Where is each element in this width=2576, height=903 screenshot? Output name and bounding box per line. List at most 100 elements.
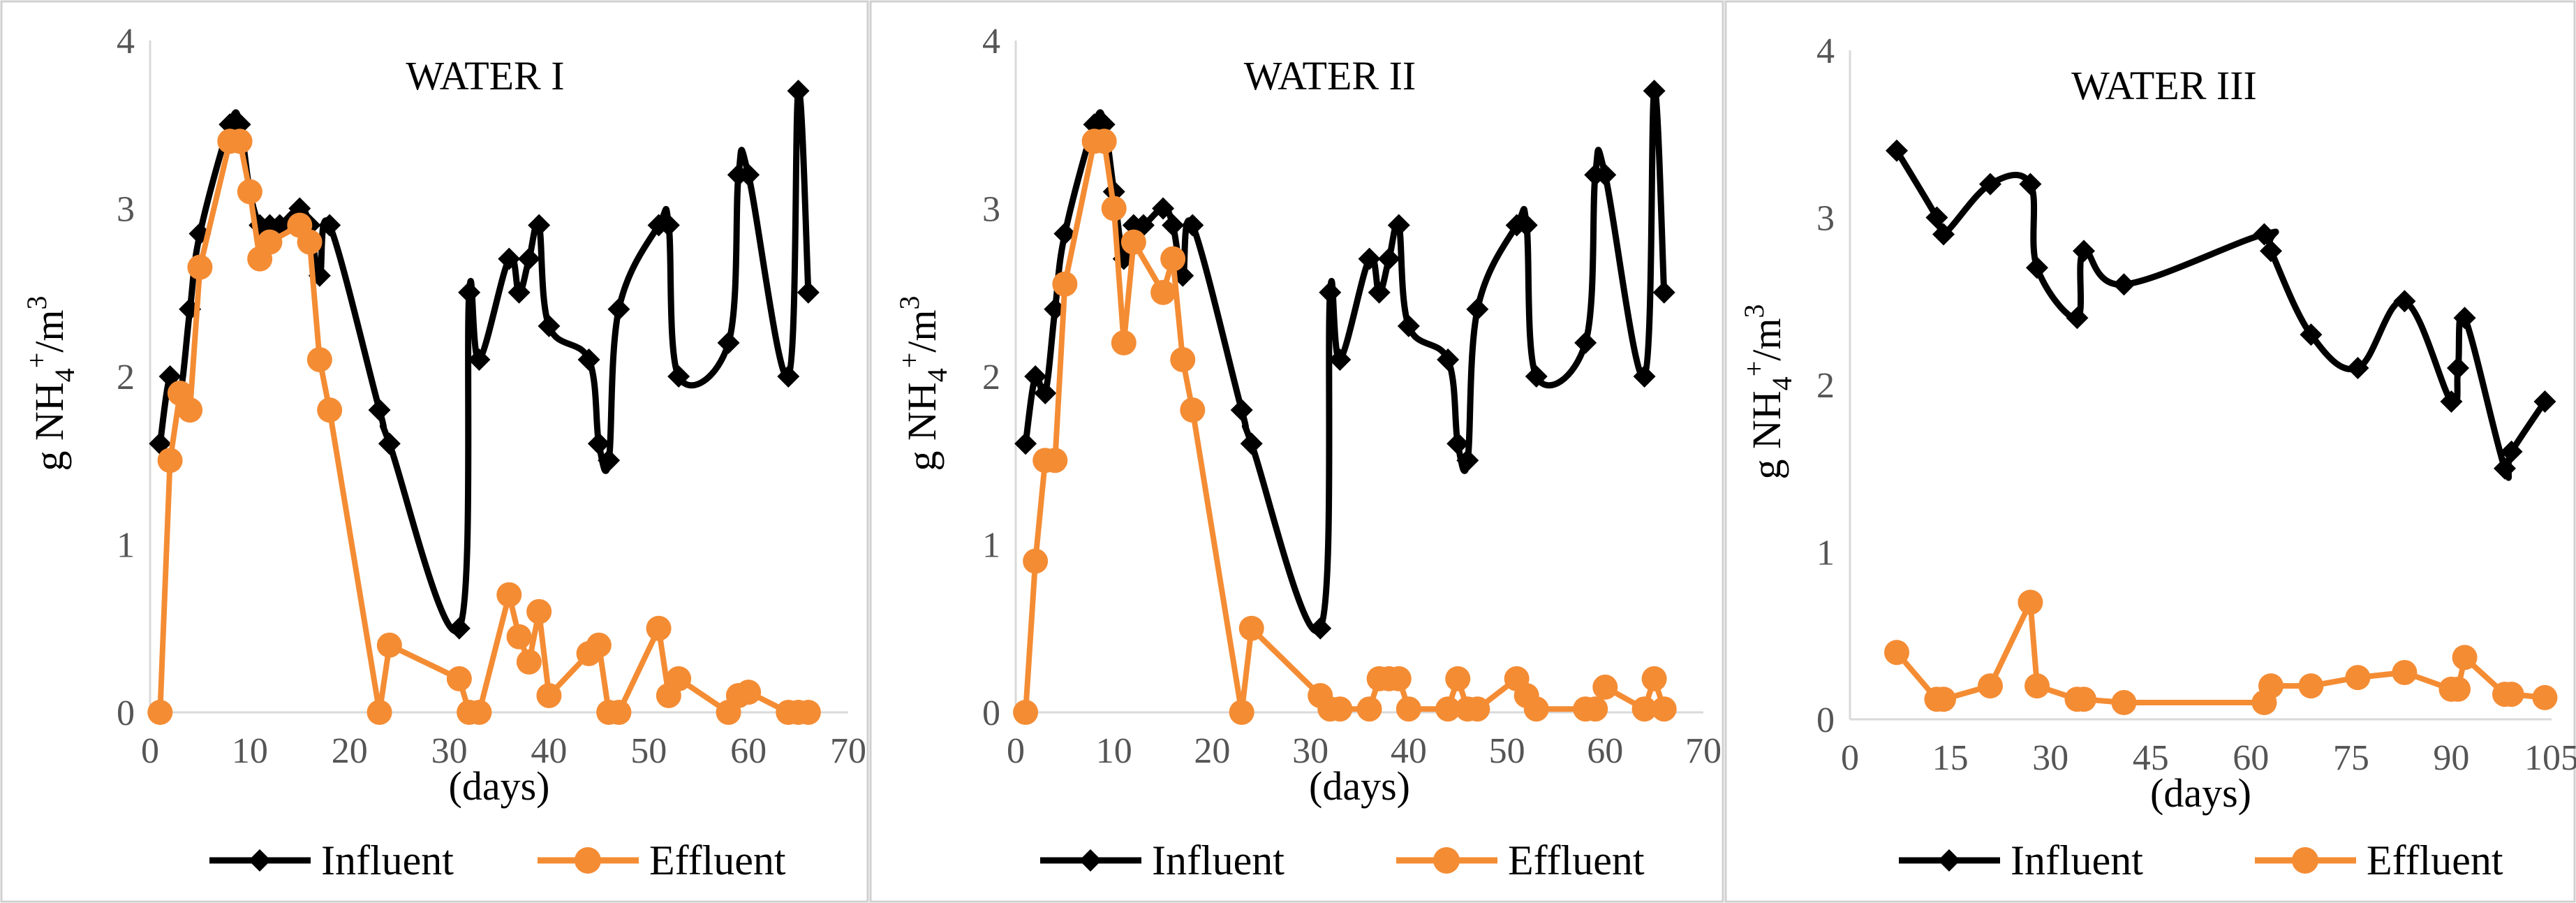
data-point xyxy=(468,348,491,371)
data-point xyxy=(1101,196,1127,221)
x-tick-label: 30 xyxy=(1292,731,1328,771)
data-point xyxy=(1592,674,1618,700)
data-point xyxy=(1053,222,1076,245)
data-point xyxy=(2345,665,2371,691)
y-tick-label: 0 xyxy=(1816,700,1835,740)
data-point xyxy=(1631,696,1657,722)
data-point xyxy=(737,163,760,186)
data-point xyxy=(2440,390,2463,413)
data-point xyxy=(1445,666,1471,691)
data-point xyxy=(1111,330,1137,355)
y-axis-label: g NH4+/m3 xyxy=(1738,304,1798,479)
data-point xyxy=(2346,357,2369,380)
data-point xyxy=(516,649,542,675)
x-tick-label: 0 xyxy=(1841,738,1859,778)
y-tick-label: 2 xyxy=(117,358,135,397)
x-axis-label: (days) xyxy=(449,763,550,809)
data-point xyxy=(1651,696,1677,722)
data-point xyxy=(1150,279,1176,305)
data-point xyxy=(667,365,690,388)
legend-marker xyxy=(575,847,601,874)
data-point xyxy=(1034,382,1057,405)
y-tick-label: 2 xyxy=(1816,366,1835,406)
data-point xyxy=(1446,432,1470,455)
data-point xyxy=(257,229,283,255)
x-tick-label: 70 xyxy=(1685,731,1722,771)
y-tick-label: 1 xyxy=(117,526,135,566)
data-point xyxy=(506,624,532,649)
series-effluent xyxy=(1013,129,1677,725)
x-tick-label: 50 xyxy=(1489,731,1525,771)
data-point xyxy=(2447,357,2469,380)
data-point xyxy=(508,281,531,304)
data-point xyxy=(1583,696,1608,722)
data-point xyxy=(458,281,481,304)
data-point xyxy=(368,399,391,422)
series-influent xyxy=(1886,139,2556,481)
legend-marker xyxy=(249,849,271,872)
data-point xyxy=(2112,273,2135,296)
data-point xyxy=(2260,240,2282,263)
data-point xyxy=(2392,659,2418,685)
data-point xyxy=(777,365,800,388)
x-tick-label: 60 xyxy=(730,731,767,771)
data-point xyxy=(157,448,183,473)
data-point xyxy=(1091,129,1117,154)
data-point xyxy=(1309,617,1332,640)
data-point xyxy=(528,214,551,237)
y-tick-label: 4 xyxy=(1816,31,1835,71)
data-point xyxy=(187,254,213,280)
data-point xyxy=(517,247,540,270)
data-point xyxy=(466,700,492,725)
data-point xyxy=(1042,448,1068,473)
x-tick-label: 75 xyxy=(2333,738,2369,778)
data-point xyxy=(306,346,332,372)
data-point xyxy=(2453,307,2476,330)
data-point xyxy=(2024,673,2050,699)
legend-label: Influent xyxy=(2011,837,2143,883)
y-tick-label: 1 xyxy=(1816,534,1835,573)
data-point xyxy=(1180,397,1206,423)
x-tick-label: 70 xyxy=(830,731,866,771)
x-axis-label: (days) xyxy=(2150,770,2251,816)
legend-label: Influent xyxy=(1152,837,1285,883)
chart-panel-3: 0 1 2 3 4 0 15 30 45 60 75 90 105 WATER III (days) g NH… xyxy=(1724,0,2576,903)
data-point xyxy=(367,700,392,725)
data-point xyxy=(1397,314,1420,337)
data-point xyxy=(1377,247,1400,270)
data-point xyxy=(1023,548,1049,574)
series-effluent xyxy=(1884,589,2558,716)
data-point xyxy=(2393,290,2416,313)
y-tick-label: 3 xyxy=(117,190,135,230)
x-tick-label: 40 xyxy=(531,731,567,771)
data-point xyxy=(1643,80,1666,103)
x-tick-label: 60 xyxy=(1587,731,1623,771)
data-point xyxy=(657,214,680,237)
legend-marker xyxy=(2292,847,2318,874)
data-point xyxy=(538,314,561,337)
y-tick-label: 3 xyxy=(1816,199,1835,239)
data-point xyxy=(297,229,323,255)
legend: Influent Effluent xyxy=(1040,837,1645,883)
data-point xyxy=(1456,449,1479,472)
chart-title: WATER II xyxy=(1244,53,1416,98)
data-point xyxy=(598,449,621,472)
data-point xyxy=(586,632,612,658)
x-tick-label: 50 xyxy=(630,731,667,771)
data-point xyxy=(2298,673,2324,699)
data-point xyxy=(1641,666,1667,691)
data-point xyxy=(1465,696,1490,722)
legend-marker xyxy=(1938,849,1960,872)
data-point xyxy=(1024,365,1047,388)
data-point xyxy=(1170,346,1196,372)
data-point xyxy=(2258,673,2283,699)
data-point xyxy=(526,599,552,624)
x-tick-label: 20 xyxy=(1194,731,1230,771)
x-tick-label: 90 xyxy=(2433,738,2469,778)
data-point xyxy=(1435,696,1461,722)
data-point xyxy=(1525,365,1548,388)
data-point xyxy=(2445,676,2471,702)
x-axis-label: (days) xyxy=(1309,763,1410,809)
data-point xyxy=(2499,682,2524,707)
